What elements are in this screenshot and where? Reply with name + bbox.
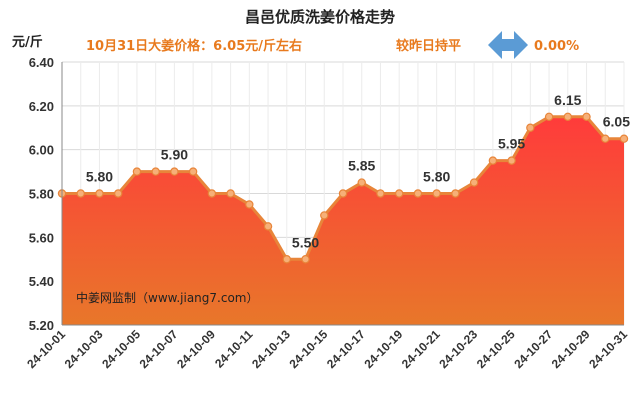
x-tick-label: 24-10-07	[137, 327, 181, 371]
data-point	[245, 200, 254, 209]
data-label: 6.15	[554, 92, 581, 108]
x-tick-label: 24-10-11	[212, 327, 256, 371]
data-point	[619, 134, 629, 143]
data-point	[526, 123, 535, 132]
data-point	[226, 189, 235, 198]
data-point	[301, 255, 310, 264]
y-tick-label: 5.60	[29, 230, 54, 245]
y-tick-label: 5.40	[29, 274, 54, 289]
data-point	[469, 178, 479, 187]
data-point	[376, 189, 385, 198]
x-axis-ticks: 24-10-0124-10-0324-10-0524-10-0724-10-09…	[24, 327, 630, 371]
data-label: 5.95	[498, 136, 525, 152]
data-label: 6.05	[603, 114, 630, 130]
data-point	[188, 167, 198, 176]
data-labels: 5.80 5.90 5.50 5.85 5.80 5.95 6.15 6.05	[86, 92, 630, 250]
data-point	[76, 189, 85, 198]
y-axis-ticks: 5.20 5.40 5.60 5.80 6.00 6.20 6.40	[29, 55, 54, 333]
data-label: 5.50	[292, 234, 319, 250]
axes	[61, 62, 624, 326]
data-point	[357, 178, 366, 187]
x-tick-label: 24-10-29	[549, 327, 593, 371]
data-label: 5.90	[161, 147, 188, 163]
data-point	[207, 189, 217, 198]
data-point	[320, 211, 329, 220]
data-point	[170, 167, 179, 176]
y-unit-label: 元/斤	[12, 34, 43, 50]
x-tick-label: 24-10-17	[324, 327, 368, 371]
x-tick-label: 24-10-27	[511, 327, 555, 371]
data-point	[432, 189, 441, 198]
area-fill	[62, 116, 624, 325]
x-tick-label: 24-10-21	[399, 327, 443, 371]
data-point	[507, 156, 516, 165]
data-point	[282, 255, 291, 264]
x-tick-label: 24-10-05	[99, 327, 143, 371]
x-tick-label: 24-10-25	[474, 327, 518, 371]
data-point	[113, 189, 123, 198]
data-label: 5.80	[86, 169, 113, 185]
data-point	[395, 189, 404, 198]
change-text: 较昨日持平	[396, 38, 461, 54]
data-point	[582, 112, 591, 121]
data-point	[451, 189, 460, 198]
data-label: 5.85	[348, 158, 375, 174]
y-tick-label: 6.00	[29, 143, 54, 158]
data-point	[488, 156, 498, 165]
data-point	[601, 134, 610, 143]
x-tick-label: 24-10-01	[24, 327, 68, 371]
source-credit: 中姜网监制（www.jiang7.com）	[76, 290, 258, 305]
data-point	[338, 189, 348, 198]
data-point	[413, 189, 423, 198]
x-tick-label: 24-10-15	[287, 327, 331, 371]
data-point	[151, 167, 160, 176]
y-tick-label: 6.20	[29, 99, 54, 114]
y-tick-label: 5.80	[29, 187, 54, 202]
chart-title: 昌邑优质洗姜价格走势	[245, 8, 395, 26]
x-tick-label: 24-10-03	[62, 327, 106, 371]
data-point	[563, 112, 573, 121]
y-tick-label: 5.20	[29, 318, 54, 333]
price-note: 10月31日大姜价格：6.05元/斤左右	[86, 38, 302, 54]
x-tick-label: 24-10-09	[174, 327, 218, 371]
data-point	[544, 112, 554, 121]
x-tick-label: 24-10-19	[361, 327, 405, 371]
y-tick-label: 6.40	[29, 55, 54, 70]
plot-area	[57, 112, 629, 325]
x-tick-label: 24-10-13	[249, 327, 293, 371]
data-point	[263, 222, 273, 231]
data-label: 5.80	[423, 169, 450, 185]
double-arrow-icon	[488, 31, 528, 59]
data-point	[95, 189, 104, 198]
x-tick-label: 24-10-23	[436, 327, 480, 371]
change-value: 0.00%	[534, 39, 579, 54]
data-point	[132, 167, 142, 176]
x-tick-label: 24-10-31	[586, 327, 630, 371]
